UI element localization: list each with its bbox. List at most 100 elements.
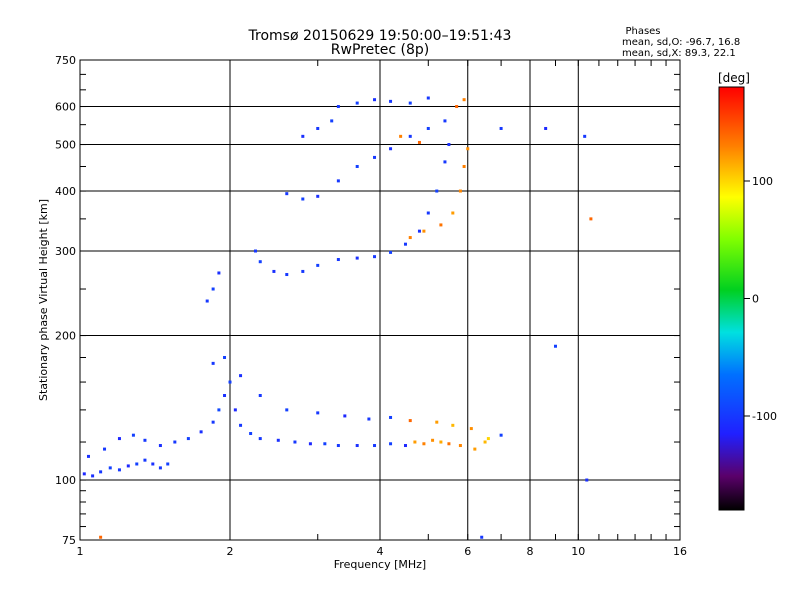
echo-point (272, 269, 276, 273)
echo-point (435, 420, 439, 424)
echo-point (355, 164, 359, 168)
echo-point (316, 411, 320, 415)
colorbar-label: [deg] (718, 71, 750, 85)
echo-point (199, 430, 203, 434)
echo-point (323, 442, 327, 446)
x-tick-label: 4 (377, 545, 384, 558)
echo-point (211, 420, 215, 424)
echo-point (336, 105, 340, 109)
echo-point (285, 408, 289, 412)
echo-point (126, 464, 130, 468)
echo-point (343, 414, 347, 418)
echo-point (486, 437, 490, 441)
x-axis-ticks: 1 2 4 6 8 10 16 (77, 60, 687, 558)
echo-point (336, 258, 340, 262)
y-tick-label: 600 (55, 101, 76, 114)
colorbar-tick-label: 100 (752, 175, 773, 188)
echo-point (451, 211, 455, 215)
echo-point (336, 179, 340, 183)
echo-point (373, 444, 377, 448)
echo-point (589, 217, 593, 221)
echo-point (158, 444, 162, 448)
echo-point (103, 447, 107, 451)
echo-point (151, 462, 155, 466)
echo-point (389, 415, 393, 419)
echo-point (239, 423, 243, 427)
echo-point (355, 256, 359, 260)
echo-point (82, 472, 86, 476)
echo-point (389, 147, 393, 151)
echo-point (143, 438, 147, 442)
echo-point (117, 437, 121, 441)
echo-point (223, 394, 227, 398)
echo-point (367, 417, 371, 421)
echo-point (408, 419, 412, 423)
echo-point (458, 444, 462, 448)
echo-point (553, 344, 557, 348)
echo-point (408, 134, 412, 138)
echo-point (108, 466, 112, 470)
echo-point (462, 98, 466, 102)
echo-point (403, 444, 407, 448)
colorbar-ticks: 100 0 -100 (744, 175, 777, 423)
grid-lines (80, 60, 680, 540)
y-tick-label: 300 (55, 245, 76, 258)
echo-point (355, 101, 359, 105)
echo-point (239, 374, 243, 378)
colorbar-gradient (718, 86, 745, 511)
echo-point (426, 211, 430, 215)
echo-point (316, 126, 320, 130)
echo-point (469, 427, 473, 431)
echo-point (301, 134, 305, 138)
echo-point (86, 454, 90, 458)
echo-point (285, 273, 289, 277)
echo-point (186, 437, 190, 441)
echo-point (466, 147, 470, 151)
echo-point (285, 192, 289, 196)
echo-point (455, 105, 459, 109)
echo-point (91, 474, 95, 478)
x-tick-label: 1 (77, 545, 84, 558)
echo-point (158, 466, 162, 470)
echo-point (336, 444, 340, 448)
echo-point (443, 119, 447, 123)
echo-point (389, 99, 393, 103)
echo-point (258, 437, 262, 441)
echo-point (443, 160, 447, 164)
echo-point (499, 433, 503, 437)
echo-point (258, 260, 262, 264)
echo-point (355, 444, 359, 448)
x-tick-label: 8 (527, 545, 534, 558)
echo-point (585, 478, 589, 482)
echo-point (439, 440, 443, 444)
echo-point (458, 189, 462, 193)
echo-point (99, 470, 103, 474)
x-tick-label: 6 (464, 545, 471, 558)
echo-point (431, 438, 435, 442)
echo-point (228, 380, 232, 384)
echo-point (389, 250, 393, 254)
x-tick-label: 10 (571, 545, 585, 558)
echo-point (301, 269, 305, 273)
echo-point (276, 438, 280, 442)
echo-point (451, 423, 455, 427)
echo-point (117, 468, 121, 472)
echo-point (583, 134, 587, 138)
echo-point (439, 223, 443, 227)
echo-point (223, 355, 227, 359)
echo-point (211, 361, 215, 365)
stats-heading: Phases (625, 26, 660, 37)
echo-point (301, 197, 305, 201)
stats-o-mode: mean, sd,O: -96.7, 16.8 (622, 37, 740, 48)
echo-points (82, 96, 593, 539)
echo-point (389, 442, 393, 446)
y-tick-label: 75 (62, 534, 76, 547)
echo-point (308, 442, 312, 446)
echo-point (422, 442, 426, 446)
y-tick-label: 400 (55, 185, 76, 198)
echo-point (373, 255, 377, 259)
chart-subtitle: RwPretec (8p) (331, 42, 429, 58)
echo-point (447, 143, 451, 147)
echo-point (316, 194, 320, 198)
